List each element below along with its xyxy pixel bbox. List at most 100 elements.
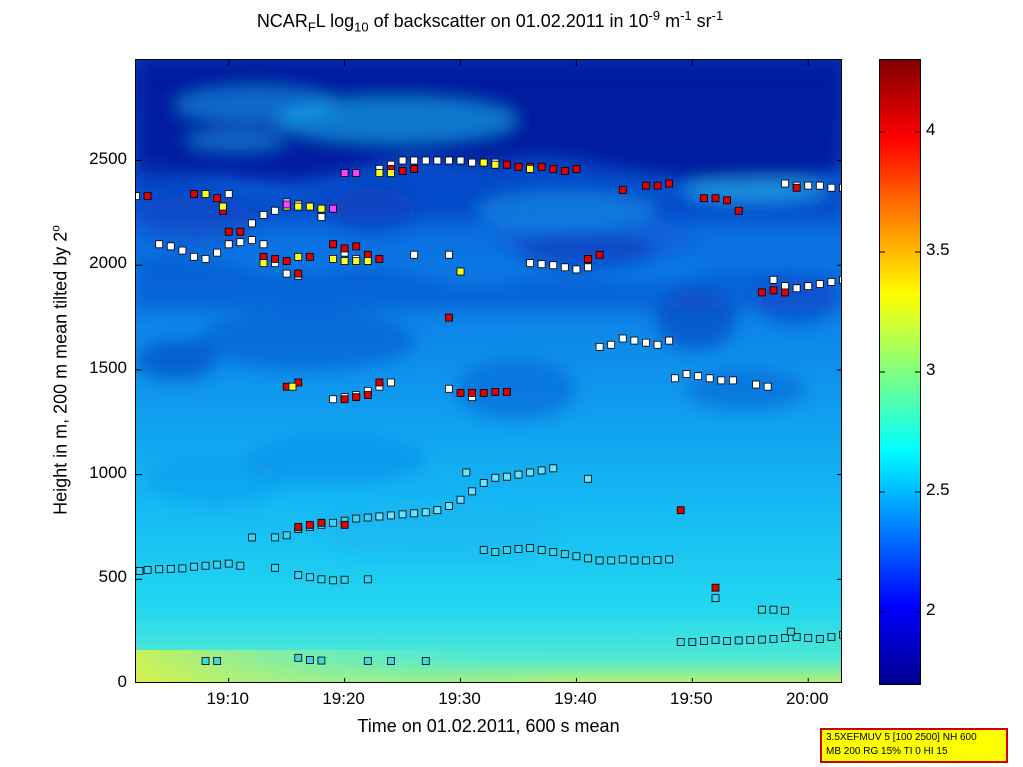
colorbar-tick-label: 4: [926, 120, 936, 139]
high-backscatter-marker: [340, 244, 349, 253]
high-backscatter-marker: [665, 179, 674, 188]
high-backscatter-marker: [143, 192, 152, 201]
layer-marker: [815, 181, 824, 190]
high-backscatter-marker: [479, 389, 488, 397]
layer-marker: [352, 514, 361, 523]
colorbar-tick-label: 2: [926, 600, 936, 619]
layer-marker: [560, 263, 569, 272]
high-backscatter-marker: [711, 194, 720, 203]
layer-marker: [317, 213, 326, 221]
layer-marker: [537, 466, 546, 475]
layer-marker: [445, 384, 453, 393]
high-backscatter-marker: [236, 227, 245, 236]
layer-marker: [757, 635, 766, 644]
layer-marker: [502, 472, 511, 481]
high-backscatter-marker: [700, 194, 708, 203]
layer-marker: [178, 246, 187, 255]
high-backscatter-marker: [792, 183, 801, 192]
high-backscatter-marker: [294, 269, 303, 278]
high-backscatter-marker: [595, 250, 604, 259]
mid-backscatter-marker: [294, 252, 303, 261]
high-backscatter-marker: [329, 240, 337, 249]
mid-backscatter-marker: [329, 255, 337, 263]
high-backscatter-marker: [340, 520, 349, 529]
y-tick-label: 2000: [89, 253, 127, 273]
info-line-1: 3.5XEFMUV 5 [100 2500] NH 600: [826, 732, 977, 743]
layer-marker: [607, 556, 616, 565]
high-backscatter-marker: [340, 395, 349, 404]
layer-marker: [705, 374, 714, 383]
layer-marker: [294, 653, 303, 662]
layer-marker: [728, 376, 737, 385]
layer-marker: [294, 571, 303, 580]
layer-marker: [839, 275, 841, 284]
layer-marker: [445, 502, 453, 510]
layer-marker: [317, 656, 326, 665]
mid-backscatter-marker: [288, 382, 297, 391]
mid-backscatter-marker: [375, 169, 384, 177]
layer-marker: [410, 509, 419, 518]
layer-marker: [201, 561, 210, 570]
mid-backscatter-marker: [201, 190, 210, 198]
layer-marker: [827, 183, 836, 192]
high-backscatter-marker: [271, 255, 279, 263]
layer-marker: [340, 575, 349, 584]
layer-marker: [282, 269, 291, 278]
layer-marker: [410, 250, 419, 259]
layer-marker: [694, 372, 703, 381]
layer-marker: [792, 284, 801, 293]
layer-marker: [630, 336, 639, 345]
high-backscatter-marker: [456, 389, 465, 397]
high-backscatter-marker: [734, 206, 743, 215]
layer-marker: [387, 378, 395, 387]
layer-marker: [136, 192, 140, 201]
layer-marker: [201, 657, 210, 665]
layer-marker: [804, 634, 813, 642]
layer-marker: [752, 380, 760, 389]
high-backscatter-marker: [305, 520, 314, 529]
layer-marker: [282, 531, 291, 540]
layer-marker: [479, 546, 488, 554]
layer-marker: [642, 338, 650, 347]
layer-marker: [271, 563, 279, 572]
layer-marker: [781, 179, 789, 188]
layer-marker: [445, 156, 453, 165]
mid-backscatter-marker: [479, 158, 488, 167]
high-backscatter-marker: [224, 227, 233, 236]
layer-marker: [387, 657, 395, 665]
layer-marker: [224, 190, 233, 198]
layer-marker: [271, 533, 279, 542]
high-backscatter-marker: [363, 391, 372, 399]
y-tick-label: 500: [98, 567, 127, 587]
mid-backscatter-marker: [456, 267, 465, 276]
heatmap-low-layer: [136, 650, 841, 682]
y-tick-label: 1000: [89, 462, 127, 482]
layer-marker: [781, 634, 789, 642]
layer-marker: [271, 206, 279, 215]
layer-marker: [236, 238, 245, 247]
layer-marker: [769, 635, 778, 643]
layer-marker: [329, 576, 337, 585]
layer-marker: [815, 280, 824, 288]
high-backscatter-marker: [514, 162, 523, 171]
high-backscatter-marker: [294, 523, 303, 531]
high-backscatter-marker: [502, 160, 511, 169]
layer-marker: [224, 559, 233, 568]
layer-marker: [468, 487, 477, 496]
mid-backscatter-marker: [305, 202, 314, 211]
layer-marker: [136, 567, 144, 575]
layer-marker: [763, 382, 772, 391]
x-tick-label: 19:30: [438, 689, 481, 708]
layer-marker: [792, 632, 801, 641]
layer-marker: [827, 632, 836, 641]
layer-marker: [456, 156, 465, 165]
layer-marker: [213, 560, 222, 569]
layer-marker: [166, 564, 175, 573]
layer-marker: [584, 474, 592, 483]
y-tick-label: 2500: [89, 148, 127, 168]
layer-marker: [665, 336, 674, 345]
layer-marker: [815, 635, 824, 643]
layer-marker: [363, 575, 372, 584]
colorbar-tick-marks: [880, 131, 920, 613]
parameter-info-box: 3.5XEFMUV 5 [100 2500] NH 600 MB 200 RG …: [820, 728, 1008, 763]
